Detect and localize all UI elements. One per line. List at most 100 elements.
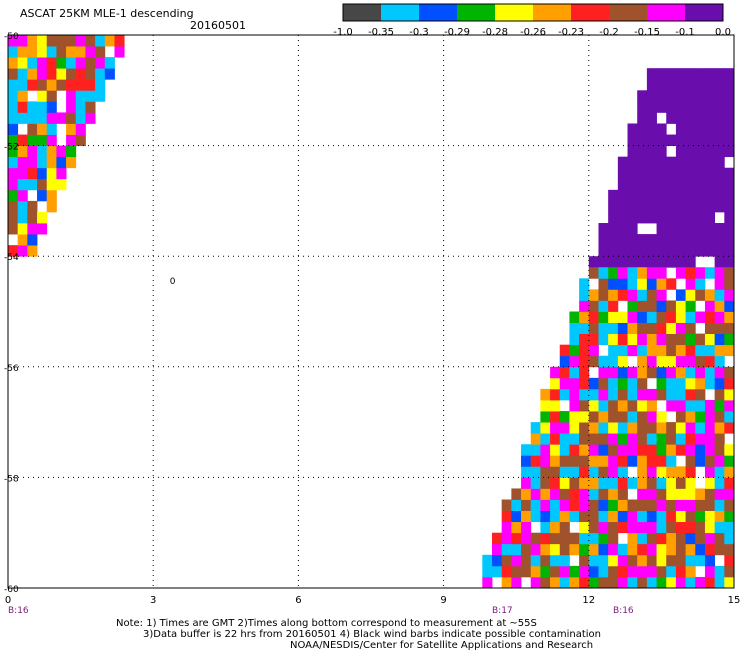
data-cell — [598, 499, 609, 511]
data-cell — [550, 388, 561, 401]
data-cell — [598, 466, 609, 478]
data-cell — [646, 477, 657, 489]
data-cell — [17, 156, 28, 169]
data-cell — [627, 167, 638, 180]
data-cell — [588, 488, 599, 500]
data-cell — [627, 300, 638, 312]
data-cell — [75, 57, 86, 69]
data-cell — [685, 488, 696, 500]
data-cell — [704, 211, 716, 224]
data-cell — [695, 189, 706, 202]
data-cell — [559, 543, 570, 556]
data-cell — [608, 333, 619, 346]
data-cell — [646, 422, 657, 434]
data-cell — [608, 234, 619, 246]
data-cell — [675, 245, 686, 257]
data-cell — [569, 488, 580, 500]
data-cell — [66, 101, 77, 113]
data-cell — [588, 576, 599, 589]
data-cell — [550, 366, 561, 379]
data-cell — [569, 565, 580, 578]
data-cell — [27, 156, 38, 169]
data-cell — [666, 178, 677, 191]
y-tick-label: -54 — [4, 253, 19, 263]
data-cell — [617, 488, 628, 500]
data-cell — [540, 466, 551, 478]
data-cell — [66, 123, 77, 135]
data-cell — [646, 68, 657, 80]
data-cell — [569, 543, 580, 556]
data-cell — [617, 234, 628, 246]
data-cell — [714, 433, 725, 445]
data-cell — [675, 422, 686, 434]
data-cell — [714, 134, 725, 146]
time-markers: B:16 B:17 B:16 — [8, 606, 634, 616]
data-cell — [646, 267, 657, 279]
data-cell — [598, 289, 609, 301]
data-cell — [598, 223, 609, 235]
data-cell — [714, 422, 725, 434]
data-cell — [656, 289, 667, 301]
data-cell — [704, 311, 716, 323]
data-cell — [530, 543, 541, 556]
data-cell — [704, 411, 716, 423]
data-cell — [637, 499, 648, 511]
data-cell — [37, 211, 48, 224]
colorbar-swatch — [571, 4, 610, 21]
data-cell — [559, 355, 570, 368]
data-cell — [27, 57, 38, 69]
data-cell — [637, 444, 648, 456]
data-cell — [627, 322, 638, 335]
colorbar-swatch — [647, 4, 686, 21]
data-cell — [627, 399, 638, 412]
data-cell — [617, 355, 628, 368]
data-cell — [627, 366, 638, 379]
data-cell — [627, 554, 638, 567]
data-cell — [724, 455, 735, 467]
data-cell — [656, 68, 667, 80]
data-cell — [569, 399, 580, 412]
data-cell — [695, 289, 706, 301]
data-cell — [675, 576, 686, 589]
data-cell — [521, 554, 532, 567]
data-cell — [579, 510, 590, 523]
colorbar-label: -0.35 — [368, 27, 394, 38]
data-cell — [695, 178, 706, 191]
data-cell — [656, 189, 667, 202]
data-cell — [695, 90, 706, 102]
data-cell — [598, 565, 609, 578]
data-cell — [646, 211, 657, 224]
data-cell — [666, 68, 677, 80]
data-cell — [598, 521, 609, 534]
data-cell — [714, 245, 725, 257]
data-cell — [8, 35, 19, 47]
data-cell — [27, 200, 38, 213]
data-cell — [704, 532, 716, 545]
data-cell — [608, 477, 619, 489]
data-cell — [617, 333, 628, 346]
data-cell — [627, 189, 638, 202]
data-cell — [559, 433, 570, 445]
data-cell — [637, 576, 648, 589]
data-cell — [704, 499, 716, 511]
data-cell — [724, 377, 735, 390]
data-cell — [608, 399, 619, 412]
data-cell — [85, 90, 96, 102]
data-cell — [530, 466, 541, 478]
data-cell — [550, 521, 561, 534]
data-cell — [675, 532, 686, 545]
map-title: ASCAT 25KM MLE-1 descending — [20, 7, 194, 20]
data-cell — [637, 366, 648, 379]
data-cell — [704, 576, 716, 589]
data-cell — [521, 499, 532, 511]
data-cell — [85, 79, 96, 91]
data-cell — [540, 543, 551, 556]
data-cell — [714, 377, 725, 390]
data-cell — [579, 543, 590, 556]
data-cell — [579, 344, 590, 357]
data-cell — [724, 422, 735, 434]
data-cell — [704, 543, 716, 556]
data-cell — [598, 311, 609, 323]
data-cell — [46, 57, 57, 69]
